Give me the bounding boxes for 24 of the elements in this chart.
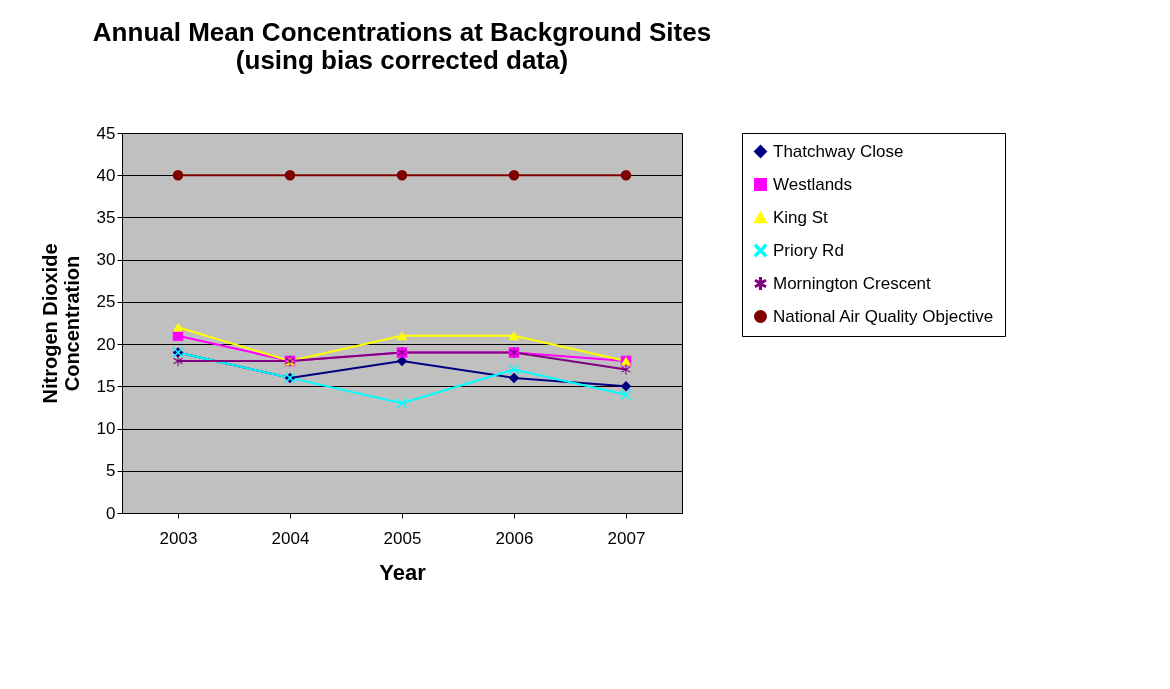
chart-title: Annual Mean Concentrations at Background Sites (using bias corrected data) bbox=[92, 17, 712, 75]
y-tick-label: 30 bbox=[96, 250, 116, 270]
legend-label: Mornington Crescent bbox=[773, 273, 932, 293]
y-tick-label: 35 bbox=[96, 207, 116, 227]
y-tick-label: 5 bbox=[106, 461, 116, 481]
y-tick-label: 0 bbox=[106, 503, 116, 523]
y-tick-label: 45 bbox=[96, 123, 116, 143]
x-tick-label: 2004 bbox=[271, 528, 310, 548]
legend-label: National Air Quality Objective bbox=[773, 306, 994, 326]
y-tick-label: 25 bbox=[96, 292, 116, 312]
y-tick-label: 20 bbox=[96, 334, 116, 354]
y-tick-label: 15 bbox=[96, 376, 116, 396]
x-tick-label: 2005 bbox=[383, 528, 422, 548]
legend-label: King St bbox=[773, 207, 829, 227]
legend-label: Thatchway Close bbox=[773, 141, 904, 161]
x-tick-label: 2007 bbox=[607, 528, 646, 548]
x-tick-label: 2003 bbox=[159, 528, 198, 548]
legend-label: Westlands bbox=[773, 174, 853, 194]
x-axis-title: Year bbox=[379, 559, 427, 585]
y-tick-label: 40 bbox=[96, 165, 116, 185]
y-tick-label: 10 bbox=[96, 419, 116, 439]
x-tick-label: 2006 bbox=[495, 528, 534, 548]
y-axis-title: Nitrogen Dioxide Concentration bbox=[38, 243, 83, 404]
legend-label: Priory Rd bbox=[773, 240, 844, 260]
